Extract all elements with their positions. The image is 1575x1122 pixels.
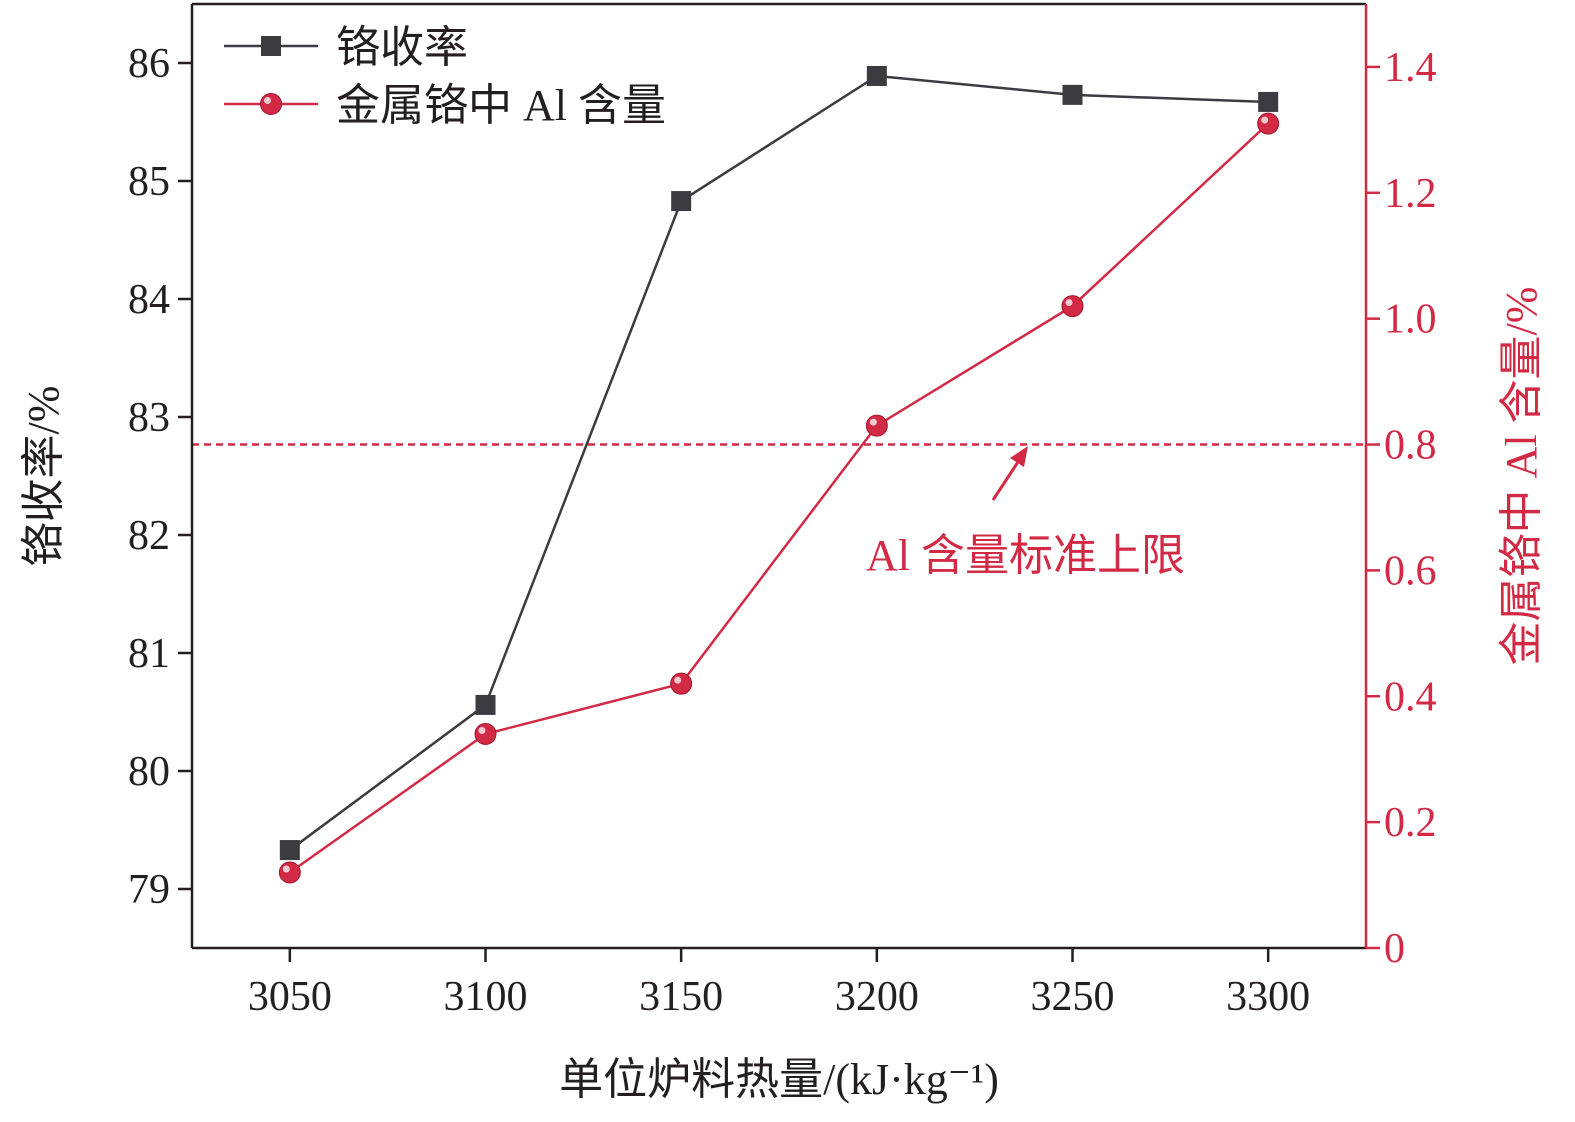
- series-cr-yield-marker: [866, 65, 887, 86]
- annotation-arrow: [991, 461, 1020, 501]
- left-y-tick-label: 79: [128, 867, 170, 913]
- series-al-content-marker: [1257, 112, 1280, 135]
- right-y-tick-label: 0.2: [1384, 800, 1437, 846]
- left-y-tick-label: 84: [128, 277, 170, 323]
- series-cr-yield-marker: [475, 694, 496, 715]
- series-al-content-marker-highlight: [282, 865, 290, 873]
- series-al-content-marker: [278, 861, 301, 884]
- x-tick-label: 3300: [1226, 974, 1310, 1020]
- annotation-text: Al 含量标准上限: [866, 531, 1185, 580]
- right-y-axis-title: 金属铬中 Al 含量/%: [1497, 287, 1546, 666]
- annotation-arrow-head: [1010, 446, 1028, 467]
- right-y-tick-label: 1.2: [1384, 171, 1437, 217]
- left-y-tick-label: 86: [128, 41, 170, 87]
- legend-al-content-marker: [260, 93, 282, 115]
- series-al-content-line: [289, 122, 1270, 874]
- left-y-axis-title: 铬收率/%: [19, 386, 68, 567]
- series-al-content-marker-highlight: [1065, 299, 1073, 307]
- series-al-content-marker-highlight: [1261, 116, 1269, 124]
- x-tick-label: 3250: [1031, 974, 1115, 1020]
- x-tick-label: 3150: [639, 974, 723, 1020]
- axes: 3050 3100 3150 3200 3250 3300 79 80 81 82 83 84 85 86…: [128, 2, 1437, 1020]
- right-y-tick-label: 1.0: [1384, 297, 1437, 343]
- series-cr-yield-line: [289, 74, 1269, 852]
- left-y-tick-label: 80: [128, 749, 170, 795]
- left-y-tick-label: 83: [128, 395, 170, 441]
- series-cr-yield-marker: [671, 191, 692, 212]
- left-y-tick-label: 82: [128, 513, 170, 559]
- annotation: Al 含量标准上限: [866, 446, 1185, 580]
- legend-cr-yield-label: 铬收率: [336, 23, 468, 72]
- right-y-tick-label: 0.8: [1384, 423, 1437, 469]
- series-al-content-marker-highlight: [478, 727, 486, 735]
- series-cr-yield-marker: [1062, 84, 1083, 105]
- legend-cr-yield-marker: [261, 36, 281, 56]
- series-al-content-marker: [474, 723, 497, 746]
- right-y-tick-label: 0.4: [1384, 674, 1437, 720]
- legend-al-content-marker-highlight: [264, 97, 271, 104]
- series-al-content-marker-highlight: [869, 418, 877, 426]
- series-al-content-marker: [1061, 295, 1084, 318]
- right-y-tick-label: 0.6: [1384, 548, 1437, 594]
- left-y-tick-label: 81: [128, 631, 170, 677]
- x-tick-label: 3100: [444, 974, 528, 1020]
- series-cr-yield-marker: [1258, 91, 1279, 112]
- right-y-tick-label: 0: [1384, 926, 1405, 972]
- series-al-content-marker: [670, 672, 693, 695]
- series-al-content-marker-highlight: [674, 676, 682, 684]
- right-y-tick-label: 1.4: [1384, 45, 1437, 91]
- left-y-tick-label: 85: [128, 159, 170, 205]
- legend-al-content-label: 金属铬中 Al 含量: [336, 81, 666, 130]
- series-cr-yield-marker: [279, 840, 300, 861]
- x-tick-label: 3200: [835, 974, 919, 1020]
- series-al-content-marker: [865, 414, 888, 437]
- x-axis-title: 单位炉料热量/(kJ·kg⁻¹): [559, 1055, 999, 1104]
- x-tick-label: 3050: [248, 974, 332, 1020]
- series-layer: [278, 65, 1280, 884]
